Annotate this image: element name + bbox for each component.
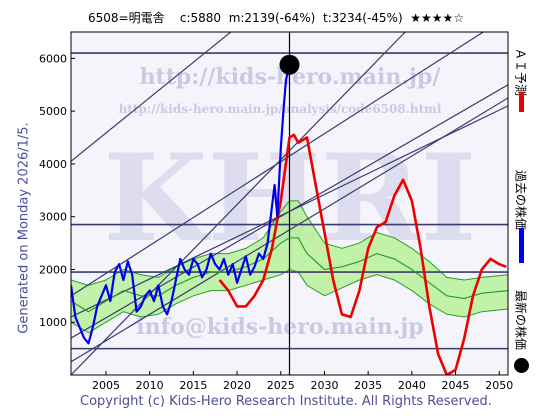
x-tick-label: 2010: [136, 379, 164, 392]
channel-line: [71, 32, 232, 162]
x-tick-label: 2050: [485, 379, 513, 392]
watermark-analysis-url: http://kids-hero.main.jp/analysis/code65…: [119, 102, 442, 116]
latest-price-marker: [279, 54, 300, 75]
y-tick-label: 3000: [39, 211, 67, 224]
x-tick-label: 2045: [442, 379, 470, 392]
legend-ai-forecast-swatch: [519, 92, 524, 112]
x-tick-label: 2020: [223, 379, 251, 392]
header-stars: ★★★★☆: [410, 11, 465, 25]
past-price-line: [71, 64, 291, 345]
y-tick-label: 6000: [39, 52, 67, 65]
x-tick-label: 2030: [310, 379, 338, 392]
header-current: c:5880: [179, 11, 222, 25]
header: 6508=明電舎 c:5880 m:2139(-64%) t:3234(-45%…: [88, 9, 464, 26]
header-code: 6508=明電舎: [88, 11, 165, 25]
x-tick-label: 2025: [267, 379, 295, 392]
y-tick-label: 2000: [39, 263, 67, 276]
generated-label: Generated on Monday 2026/1/5.: [16, 122, 32, 334]
legend-latest-price-label: 最新の株価: [513, 289, 528, 351]
y-tick-label: 1000: [39, 316, 67, 329]
ai-forecast-line: [218, 133, 507, 375]
x-tick-label: 2035: [354, 379, 382, 392]
x-tick-label: 2040: [398, 379, 426, 392]
x-tick-label: 2005: [92, 379, 120, 392]
header-target: t:3234(-45%): [322, 11, 403, 25]
axes: 2005 2010 2015 2020 2025 2030 2035 2040 2045 2050…: [39, 52, 513, 392]
y-tick-label: 5000: [39, 105, 67, 118]
x-tick-label: 2015: [179, 379, 207, 392]
header-medium: m:2139(-64%): [228, 11, 316, 25]
watermark-email: info@kids-hero.main.jp: [136, 314, 423, 340]
legend-ai-forecast-label: ＡＩ予測: [513, 47, 528, 97]
legend-past-price-label: 過去の株価: [513, 169, 528, 231]
copyright-footer: Copyright (c) Kids-Hero Research Institu…: [80, 394, 492, 409]
y-tick-label: 4000: [39, 158, 67, 171]
legend-past-price-swatch: [519, 228, 524, 263]
legend-latest-price-marker: [514, 358, 529, 373]
plot-frame: [70, 31, 509, 376]
plot-area: [71, 32, 508, 375]
